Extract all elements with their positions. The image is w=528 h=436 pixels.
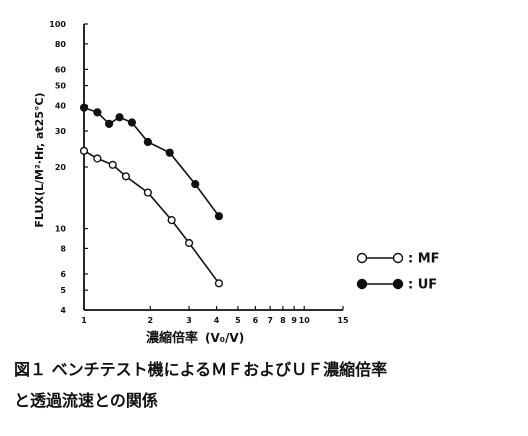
y-tick-label: 4: [60, 306, 66, 315]
x-tick-label: 10: [299, 316, 311, 325]
axes: [83, 24, 343, 311]
data-point-uf: [79, 103, 89, 112]
y-tick-label: 40: [55, 101, 67, 110]
data-point-mf: [108, 160, 117, 169]
x-tick-label: 1: [81, 316, 87, 325]
data-point-mf: [143, 188, 152, 197]
y-tick-label: 5: [60, 286, 66, 295]
data-point-uf: [165, 148, 174, 157]
data-point-uf: [127, 118, 136, 127]
y-tick-label: 80: [55, 40, 67, 49]
y-tick-label: 30: [55, 127, 67, 136]
flux-chart: 4 5 6 8 10 20 30 40 50 60 80 100 1 2 3 4 5 6 7 8 9 10 15 : MF:…: [33, 20, 440, 346]
x-tick-label: 9: [291, 316, 297, 325]
legend-marker-mf: [356, 252, 368, 264]
y-tick-label: 20: [55, 163, 67, 172]
x-tick-label: 15: [337, 316, 349, 325]
legend-marker-uf: [392, 278, 404, 290]
data-point-uf: [115, 113, 124, 122]
figure-caption: 図１ ベンチテスト機によるＭＦおよびＵＦ濃縮倍率 と透過流速との関係: [14, 354, 519, 416]
x-tick-label: 2: [148, 316, 154, 325]
y-tick-label: 100: [49, 20, 66, 29]
legend: : MF : UF: [356, 252, 440, 293]
axis-titles: FLUX(L/M²·Hr, at25°C) 濃縮倍率 (V₀/V): [33, 92, 244, 346]
data-point-uf: [214, 212, 224, 221]
x-axis-unit: (V₀/V): [205, 331, 244, 345]
y-tick-label: 60: [55, 65, 67, 74]
data-point-mf: [167, 216, 176, 225]
x-tick-label: 7: [267, 316, 273, 325]
data-point-mf: [121, 172, 131, 181]
data-series: [79, 103, 224, 288]
y-tick-label: 6: [60, 270, 66, 279]
y-axis-title: FLUX(L/M²·Hr, at25°C): [33, 92, 46, 227]
x-tick-label: 6: [253, 316, 259, 325]
x-tick-label: 8: [280, 316, 286, 325]
legend-marker-uf: [356, 278, 368, 290]
data-point-uf: [143, 137, 152, 147]
series-line-mf: [83, 150, 220, 284]
data-point-uf: [104, 119, 114, 128]
legend-marker-mf: [392, 252, 404, 264]
x-tick-label: 4: [214, 316, 220, 325]
data-point-mf: [93, 154, 102, 163]
data-point-mf: [214, 279, 224, 288]
x-tick-label: 5: [235, 316, 241, 325]
data-point-mf: [79, 146, 89, 155]
y-tick-label: 8: [60, 244, 66, 253]
x-axis-title: 濃縮倍率: [146, 330, 198, 345]
y-tick-label: 50: [55, 82, 67, 91]
caption-line-2: と透過流速との関係: [14, 391, 158, 410]
legend-label-mf: : MF: [408, 252, 440, 267]
legend-label-uf: : UF: [408, 278, 437, 293]
data-point-uf: [93, 108, 102, 117]
caption-line-1: 図１ ベンチテスト機によるＭＦおよびＵＦ濃縮倍率: [14, 360, 388, 379]
data-point-mf: [184, 238, 194, 248]
data-point-uf: [191, 179, 200, 189]
y-tick-label: 10: [55, 225, 67, 234]
x-tick-label: 3: [186, 316, 192, 325]
